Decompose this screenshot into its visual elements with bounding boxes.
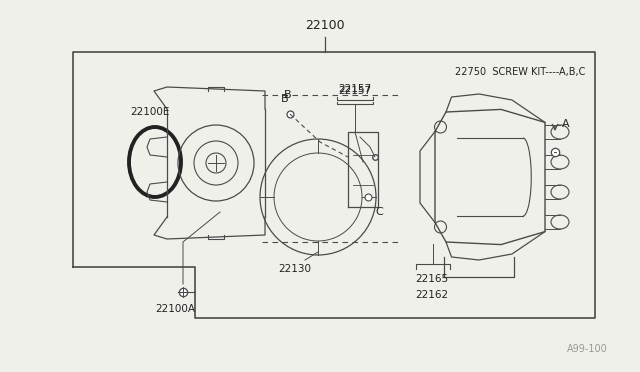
Text: 22162: 22162 bbox=[415, 290, 449, 300]
Text: B: B bbox=[281, 94, 289, 104]
Text: A99-100: A99-100 bbox=[567, 344, 608, 354]
Text: 22165: 22165 bbox=[415, 274, 449, 284]
Text: 22100: 22100 bbox=[305, 19, 345, 32]
Text: C: C bbox=[375, 207, 383, 217]
Text: 22100A: 22100A bbox=[155, 304, 195, 314]
Text: 22157: 22157 bbox=[339, 84, 372, 94]
Text: 22100E: 22100E bbox=[130, 107, 170, 117]
Text: 22157: 22157 bbox=[339, 86, 372, 96]
Text: A: A bbox=[562, 119, 570, 129]
Text: B: B bbox=[284, 90, 292, 100]
Text: 22130: 22130 bbox=[278, 264, 312, 274]
Text: 22750  SCREW KIT----A,B,C: 22750 SCREW KIT----A,B,C bbox=[454, 67, 585, 77]
